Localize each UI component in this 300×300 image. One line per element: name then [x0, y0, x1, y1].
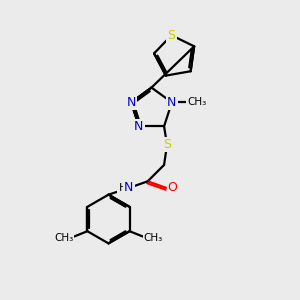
Text: CH₃: CH₃ — [144, 233, 163, 243]
Text: N: N — [167, 96, 176, 109]
Text: H: H — [118, 183, 127, 193]
Text: N: N — [126, 96, 136, 109]
Text: CH₃: CH₃ — [54, 233, 73, 243]
Text: N: N — [134, 120, 144, 133]
Text: S: S — [167, 29, 175, 42]
Text: CH₃: CH₃ — [188, 98, 207, 107]
Text: O: O — [168, 181, 178, 194]
Text: N: N — [124, 181, 134, 194]
Text: S: S — [163, 138, 171, 151]
